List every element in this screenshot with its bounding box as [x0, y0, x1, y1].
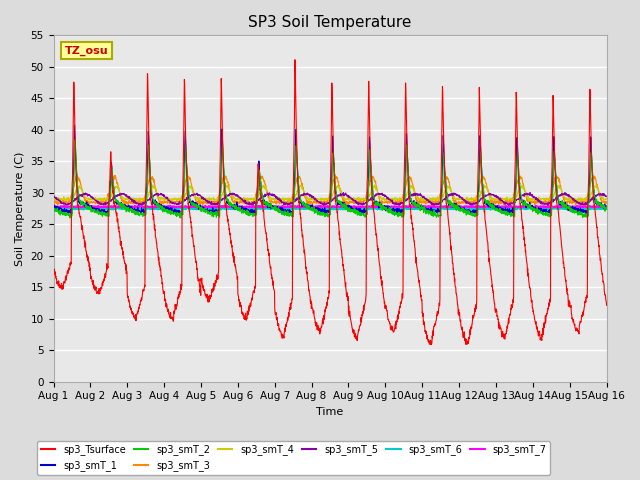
- Legend: sp3_Tsurface, sp3_smT_1, sp3_smT_2, sp3_smT_3, sp3_smT_4, sp3_smT_5, sp3_smT_6, : sp3_Tsurface, sp3_smT_1, sp3_smT_2, sp3_…: [37, 441, 550, 475]
- Text: TZ_osu: TZ_osu: [65, 46, 108, 56]
- Y-axis label: Soil Temperature (C): Soil Temperature (C): [15, 151, 25, 266]
- X-axis label: Time: Time: [316, 407, 344, 417]
- Title: SP3 Soil Temperature: SP3 Soil Temperature: [248, 15, 412, 30]
